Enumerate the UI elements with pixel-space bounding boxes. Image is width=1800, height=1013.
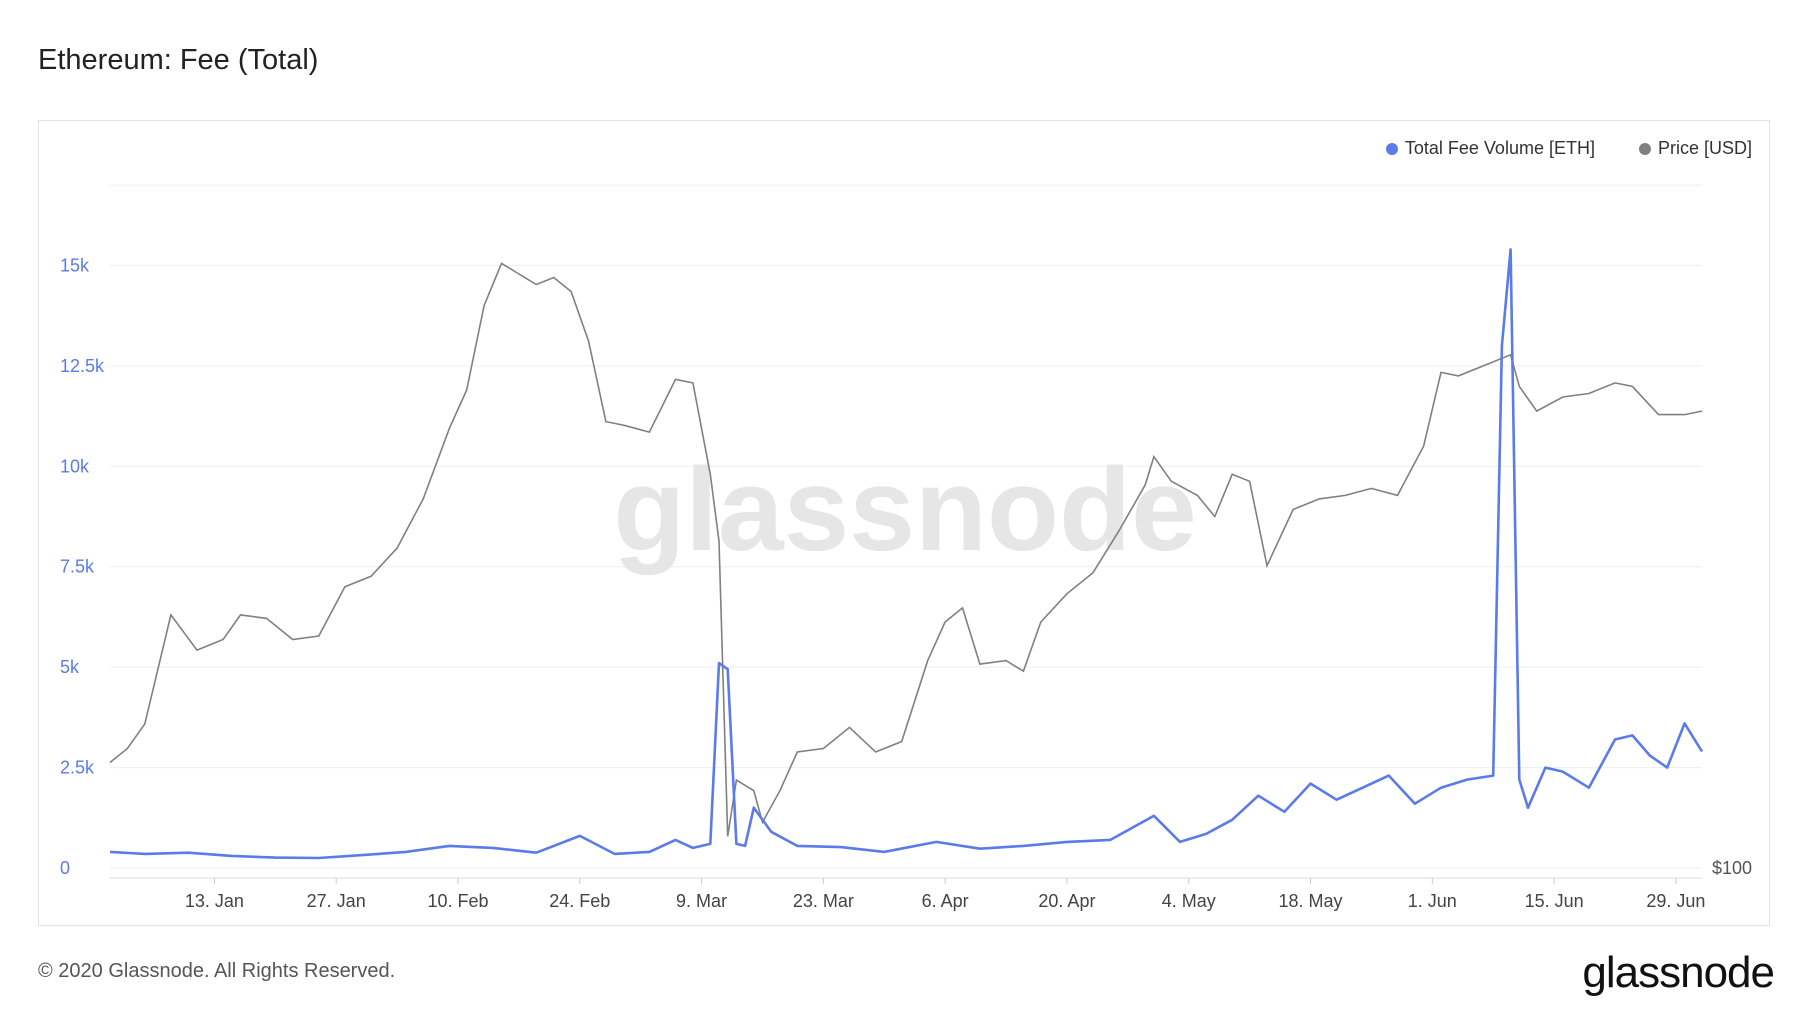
y-tick-label: 12.5k bbox=[60, 356, 105, 376]
x-tick-label: 4. May bbox=[1162, 891, 1216, 911]
x-tick-label: 1. Jun bbox=[1408, 891, 1457, 911]
y-tick-label: 7.5k bbox=[60, 557, 95, 577]
grid-lines bbox=[110, 184, 1702, 879]
legend-dot-fee bbox=[1385, 142, 1398, 155]
brand-logo: glassnode bbox=[1582, 948, 1775, 997]
x-tick-label: 18. May bbox=[1279, 891, 1343, 911]
legend-item-price[interactable]: Price [USD] bbox=[1638, 138, 1752, 159]
chart-frame bbox=[38, 120, 1770, 926]
x-tick-label: 29. Jun bbox=[1646, 891, 1705, 911]
x-tick-label: 23. Mar bbox=[793, 891, 854, 911]
x-axis: 13. Jan 27. Jan 10. Feb 24. Feb 9. Mar 23. Ma… bbox=[185, 878, 1705, 911]
legend: Total Fee Volume [ETH] Price [USD] bbox=[1385, 138, 1752, 159]
y-tick-label: 10k bbox=[60, 456, 90, 476]
x-tick-label: 27. Jan bbox=[307, 891, 366, 911]
series-line-fee bbox=[109, 248, 1704, 860]
x-tick-label: 6. Apr bbox=[922, 891, 969, 911]
x-tick-label: 20. Apr bbox=[1038, 891, 1095, 911]
legend-dot-price bbox=[1638, 142, 1651, 155]
copyright: © 2020 Glassnode. All Rights Reserved. bbox=[38, 960, 396, 982]
y-tick-label: 2.5k bbox=[60, 758, 95, 778]
x-tick-label: 13. Jan bbox=[185, 891, 244, 911]
legend-item-fee[interactable]: Total Fee Volume [ETH] bbox=[1385, 138, 1595, 159]
y-tick-label: 5k bbox=[60, 657, 80, 677]
x-tick-label: 24. Feb bbox=[549, 891, 610, 911]
x-tick-label: 9. Mar bbox=[676, 891, 727, 911]
legend-label-price: Price [USD] bbox=[1657, 138, 1752, 158]
y-tick-label: 15k bbox=[60, 255, 90, 275]
x-tick-label: 10. Feb bbox=[427, 891, 488, 911]
x-tick-label: 15. Jun bbox=[1525, 891, 1584, 911]
y-axis-left: 0 2.5k 5k 7.5k 10k 12.5k 15k bbox=[60, 255, 105, 878]
chart-title: Ethereum: Fee (Total) bbox=[38, 44, 319, 76]
watermark: glassnode bbox=[613, 444, 1197, 576]
y-tick-label: 0 bbox=[60, 858, 70, 878]
y-axis-right-label: $100 bbox=[1712, 858, 1752, 878]
legend-label-fee: Total Fee Volume [ETH] bbox=[1404, 138, 1595, 158]
series-line-price bbox=[109, 262, 1703, 837]
